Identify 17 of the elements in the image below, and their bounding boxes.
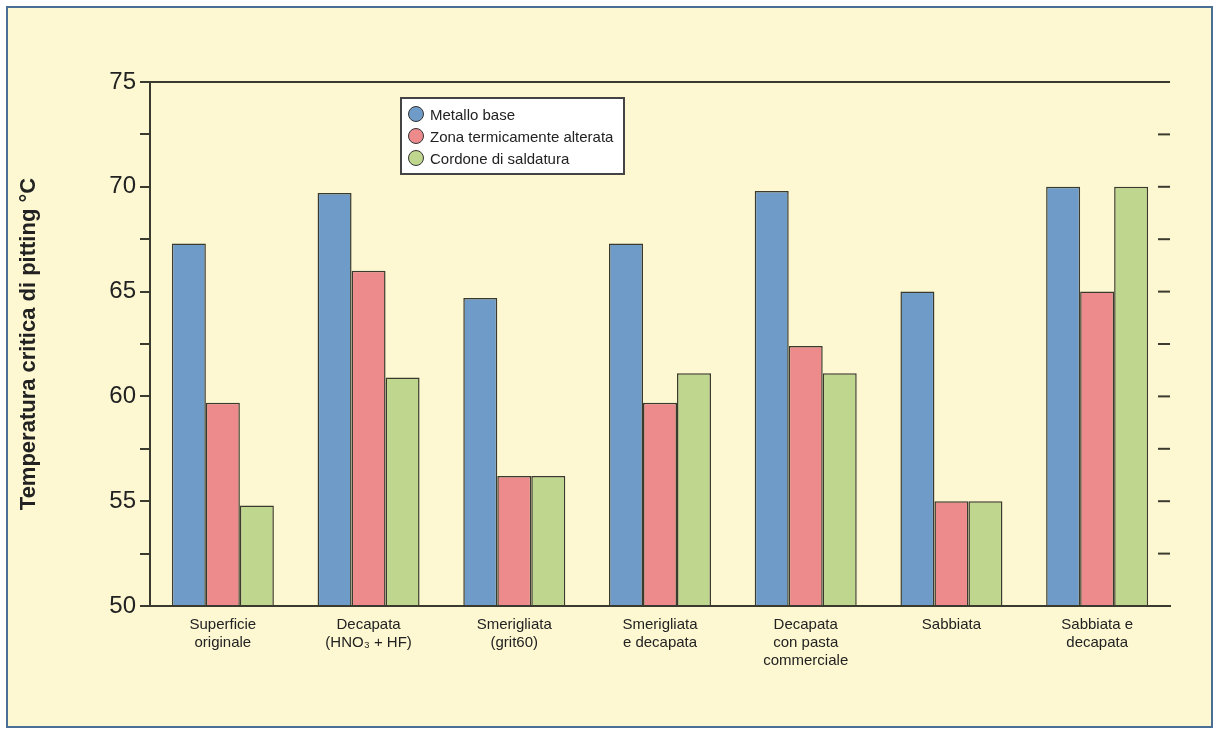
y-tick-label: 60 [109,381,136,409]
x-tick-label: Superficie originale [189,615,257,651]
legend-label: Cordone di saldatura [430,149,570,167]
y-axis-title: Temperatura critica di pitting °C [15,177,41,511]
y-tick-label: 75 [109,66,136,94]
legend-label: Metallo base [430,105,516,123]
y-tick-label: 65 [109,276,136,304]
x-tick-label: Sabbiata e decapata [1061,615,1134,651]
x-tick-label: Decapata con pasta commerciale [763,615,849,669]
x-tick-label: Smerigliata e decapata [622,615,699,651]
y-tick-label: 70 [109,171,136,199]
x-tick-label: Smerigliata (grit60) [476,615,553,651]
x-tick-label: Sabbiata [921,615,982,633]
legend-label: Zona termicamente alterata [430,127,614,145]
y-tick-label: 55 [109,485,136,513]
x-tick-label: Decapata (HNO₃ + HF) [325,615,412,651]
y-tick-label: 50 [109,590,136,618]
